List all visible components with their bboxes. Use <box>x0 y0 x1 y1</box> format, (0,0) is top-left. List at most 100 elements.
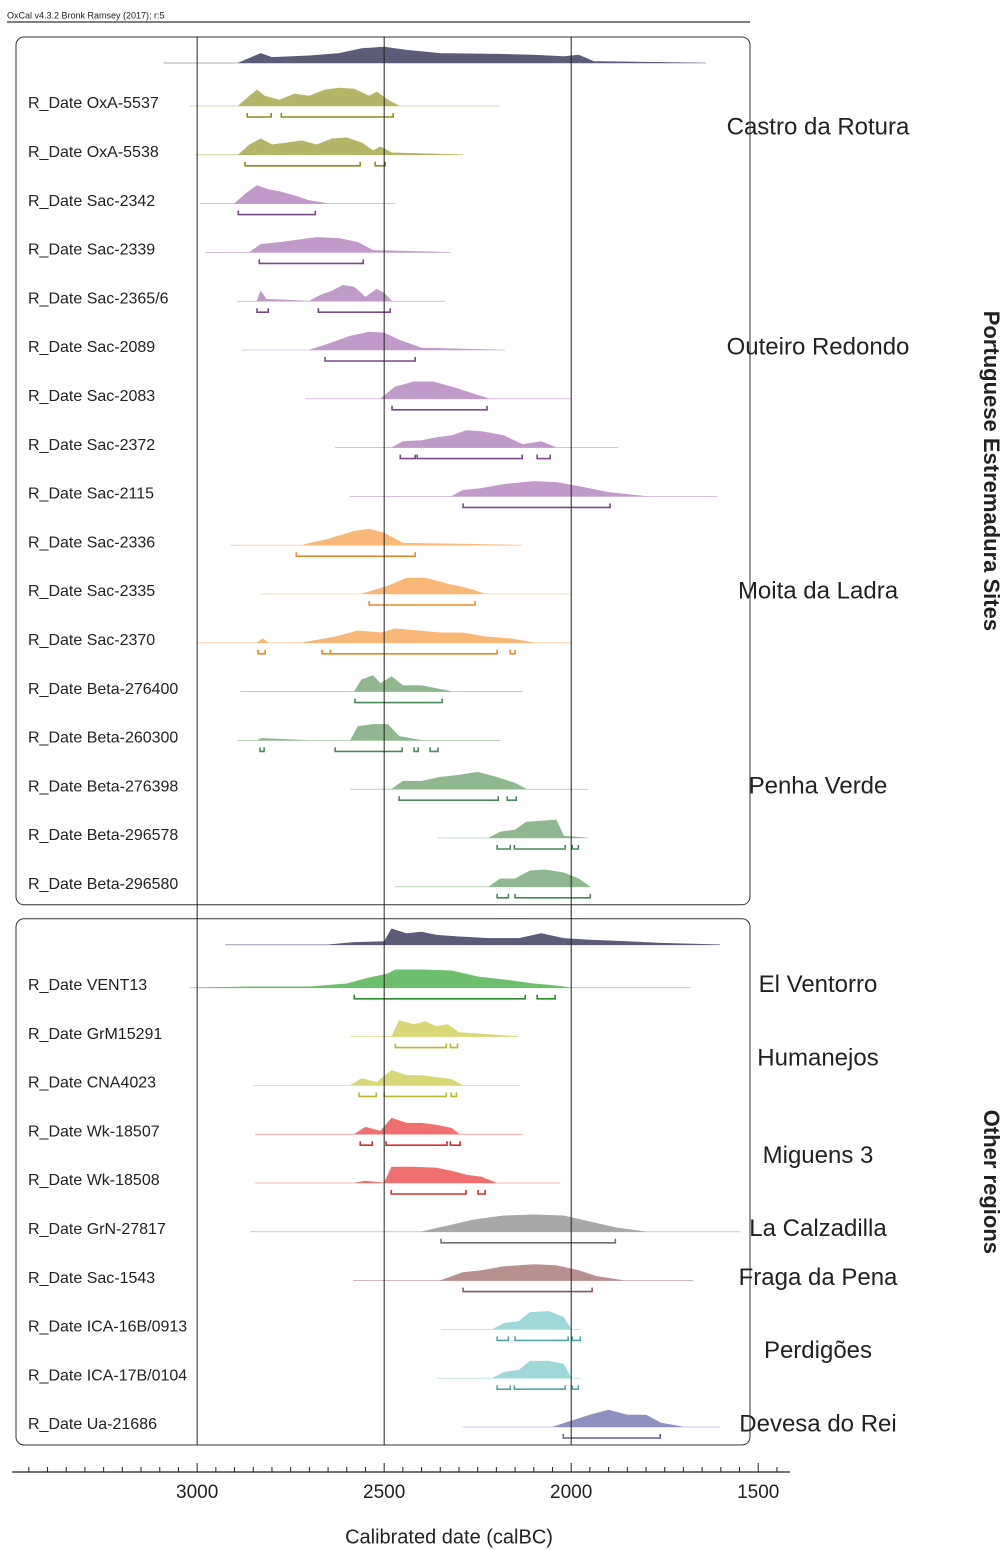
range-bar <box>514 893 592 899</box>
density-curve <box>205 237 451 253</box>
x-tick-label: 1500 <box>737 1482 779 1503</box>
density-curve <box>237 284 446 302</box>
range-bar <box>513 845 567 850</box>
site-label: Humanejos <box>757 1044 878 1071</box>
row-label: R_Date Sac-2339 <box>28 242 155 259</box>
range-bar <box>256 308 270 313</box>
panel-frame <box>15 36 751 906</box>
range-bar <box>390 1190 467 1195</box>
density-curve <box>197 628 571 644</box>
site-label: Devesa do Rei <box>739 1410 896 1437</box>
range-bar <box>391 405 488 411</box>
density-curve <box>437 819 589 839</box>
row-label: R_Date ICA-16B/0913 <box>28 1319 187 1336</box>
row-label: R_Date Wk-18507 <box>28 1123 160 1140</box>
density-curve <box>237 724 501 741</box>
row-label: R_Date VENT13 <box>28 977 147 994</box>
range-bar <box>506 796 518 801</box>
density-curve <box>230 528 523 546</box>
row-label: R_Date Sac-2335 <box>28 583 155 600</box>
range-bar <box>398 796 500 801</box>
row-label: R_Date OxA-5537 <box>28 95 159 112</box>
density-curve <box>441 1311 581 1330</box>
range-bar <box>257 649 267 655</box>
site-label: Castro da Rotura <box>727 114 910 141</box>
density-curve <box>463 1409 721 1428</box>
row-label: R_Date OxA-5538 <box>28 144 159 161</box>
density-curve <box>259 577 571 595</box>
site-label: Moita da Ladra <box>738 577 899 604</box>
x-axis-title: Calibrated date (calBC) <box>345 1526 553 1548</box>
range-bar <box>324 357 417 362</box>
density-curve <box>225 928 721 946</box>
range-bar <box>571 845 580 850</box>
header: OxCal v4.3.2 Bronk Ramsey (2017); r:5 <box>7 10 165 20</box>
density-curve <box>190 969 691 989</box>
density-curve <box>395 869 591 888</box>
panel-frame <box>15 918 751 1446</box>
row-label: R_Date Sac-2370 <box>28 632 155 649</box>
range-bar <box>394 1043 448 1049</box>
row-label: R_Date CNA4023 <box>28 1075 156 1092</box>
row-label: R_Date Sac-1543 <box>28 1270 155 1287</box>
row-label: R_Date Sac-2336 <box>28 534 155 551</box>
range-bar <box>353 994 526 1000</box>
range-bar <box>562 1434 662 1439</box>
range-bar <box>571 1385 580 1390</box>
range-bar <box>449 1043 459 1049</box>
range-bar <box>450 1092 458 1098</box>
density-curve <box>350 481 718 497</box>
range-bar <box>571 1336 581 1342</box>
range-bar <box>259 747 265 753</box>
density-curve <box>250 1214 741 1233</box>
range-bar <box>496 845 512 850</box>
range-bar <box>244 161 362 167</box>
range-bar <box>329 649 498 655</box>
range-bar <box>354 698 443 704</box>
range-bar <box>536 994 556 1000</box>
site-label: Penha Verde <box>749 773 888 800</box>
range-bar <box>514 1336 569 1342</box>
x-tick-label: 2500 <box>363 1482 405 1503</box>
range-bar <box>496 1385 512 1390</box>
range-bar <box>462 503 611 509</box>
row-label: R_Date Beta-260300 <box>28 730 178 747</box>
row-label: R_Date GrN-27817 <box>28 1221 166 1238</box>
site-label: Outeiro Redondo <box>727 333 910 360</box>
range-bar <box>496 1336 510 1342</box>
density-curve <box>163 46 706 64</box>
row-label: R_Date Ua-21686 <box>28 1416 157 1433</box>
group-label: Other regions <box>979 1110 1004 1254</box>
row-label: R_Date Sac-2089 <box>28 339 155 356</box>
range-bar <box>440 1238 617 1244</box>
range-bar <box>416 454 523 460</box>
density-curve <box>353 1264 694 1281</box>
row-label: R_Date ICA-17B/0104 <box>28 1367 187 1384</box>
density-curve <box>335 430 619 448</box>
range-bar <box>385 1141 448 1146</box>
range-bar <box>513 1385 567 1390</box>
row-label: R_Date Sac-2365/6 <box>28 290 169 307</box>
row-label: R_Date Beta-296578 <box>28 827 178 844</box>
range-bar <box>509 649 516 655</box>
x-tick-label: 3000 <box>176 1482 218 1503</box>
site-label: El Ventorro <box>759 971 878 998</box>
row-label: R_Date Sac-2083 <box>28 388 155 405</box>
range-bar <box>321 649 332 655</box>
x-tick-label: 2000 <box>550 1482 592 1503</box>
row-label: R_Date Beta-296580 <box>28 876 178 893</box>
group-label: Portuguese Estremadura Sites <box>979 311 1004 631</box>
range-bar <box>383 1092 448 1098</box>
range-bar <box>358 1092 378 1098</box>
range-bar <box>374 161 387 167</box>
site-label: Miguens 3 <box>763 1142 874 1169</box>
range-bar <box>413 747 420 753</box>
range-bar <box>280 113 394 118</box>
density-curve <box>255 1117 523 1135</box>
row-label: R_Date Sac-2372 <box>28 437 155 454</box>
range-bar <box>359 1141 373 1146</box>
density-curve <box>240 675 523 692</box>
range-bar <box>258 259 365 265</box>
